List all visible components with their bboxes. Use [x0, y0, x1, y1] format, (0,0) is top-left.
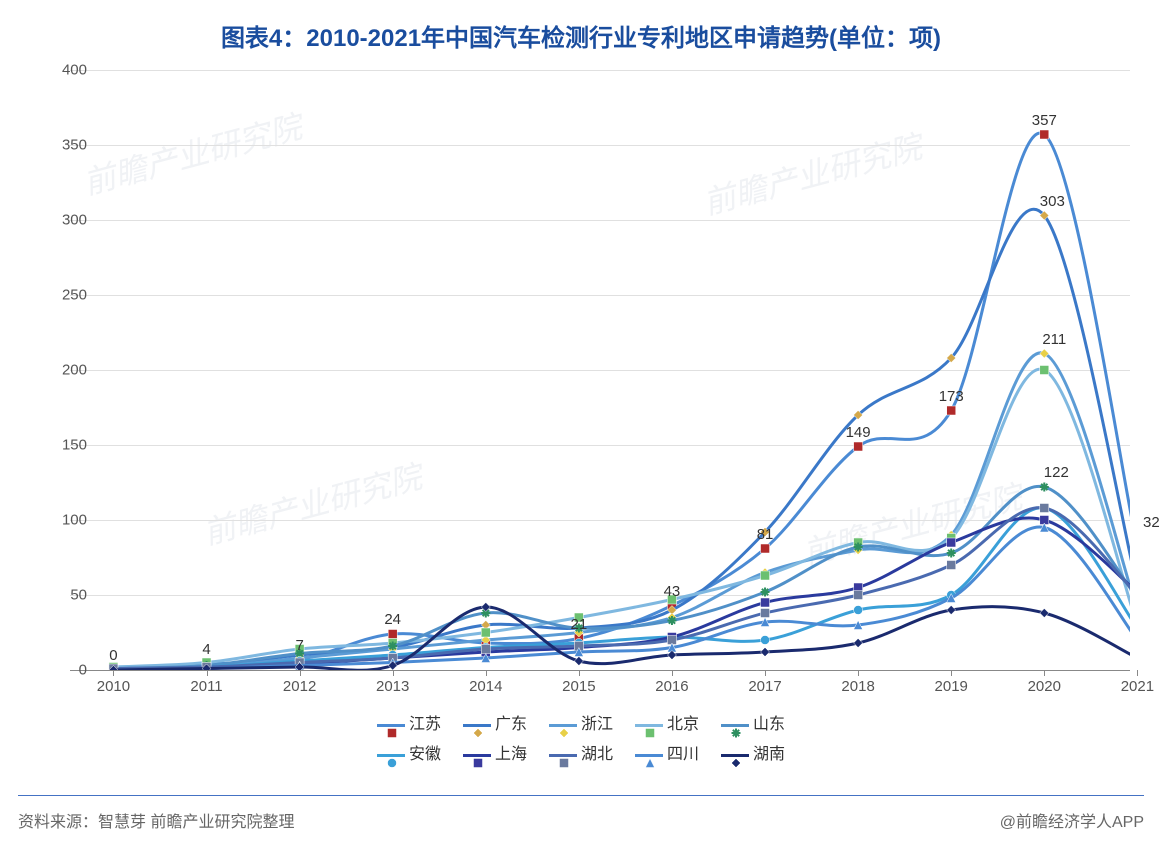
y-tick-label: 300: [62, 212, 87, 229]
legend-item-浙江: 浙江: [549, 710, 613, 740]
y-tick-label: 350: [62, 137, 87, 154]
y-tick-label: 200: [62, 362, 87, 379]
chart-footer: 资料来源：智慧芽 前瞻产业研究院整理 @前瞻经济学人APP: [18, 795, 1144, 832]
footer-attribution: @前瞻经济学人APP: [1000, 808, 1144, 832]
data-point-label: 149: [846, 424, 871, 441]
series-marker-江苏: [854, 442, 863, 451]
series-marker-湖北: [854, 591, 863, 600]
x-tick-label: 2016: [655, 678, 688, 695]
x-tick-label: 2012: [283, 678, 316, 695]
data-point-label: 0: [109, 647, 117, 664]
data-point-label: 122: [1044, 464, 1069, 481]
legend-item-江苏: 江苏: [377, 710, 441, 740]
series-marker-山东: [388, 642, 397, 651]
legend-label: 北京: [667, 710, 699, 740]
legend-label: 湖南: [753, 740, 785, 770]
legend-item-四川: 四川: [635, 740, 699, 770]
series-marker-山东: [761, 588, 770, 597]
series-marker-北京: [1040, 366, 1049, 375]
data-point-label: 4: [202, 641, 210, 658]
y-tick-label: 150: [62, 437, 87, 454]
series-marker-北京: [481, 628, 490, 637]
series-marker-湖南: [761, 648, 770, 657]
legend-item-湖北: 湖北: [549, 740, 613, 770]
series-line-上海: [113, 518, 1130, 670]
series-line-北京: [113, 369, 1130, 667]
series-marker-江苏: [761, 544, 770, 553]
series-marker-湖北: [761, 609, 770, 618]
data-point-label: 211: [1042, 331, 1066, 348]
series-marker-江苏: [947, 406, 956, 415]
series-marker-山东: [1040, 483, 1049, 492]
series-marker-北京: [761, 571, 770, 580]
legend-label: 上海: [495, 740, 527, 770]
legend-label: 浙江: [581, 710, 613, 740]
legend-item-安徽: 安徽: [377, 740, 441, 770]
chart-legend: 江苏 广东 浙江 北京 山东安徽 上海 湖北 四川 湖南: [0, 710, 1162, 770]
series-marker-江苏: [388, 630, 397, 639]
series-line-广东: [113, 209, 1130, 667]
data-point-label: 357: [1032, 112, 1057, 129]
chart-container: 图表4：2010-2021年中国汽车检测行业专利地区申请趋势(单位：项) 前瞻产…: [0, 0, 1162, 842]
footer-source: 资料来源：智慧芽 前瞻产业研究院整理: [18, 808, 294, 832]
y-tick-label: 0: [79, 662, 87, 679]
series-marker-安徽: [854, 606, 863, 615]
series-marker-安徽: [761, 636, 770, 645]
y-tick-label: 100: [62, 512, 87, 529]
series-marker-山东: [947, 549, 956, 558]
chart-plot-area: [70, 70, 1130, 670]
y-tick-label: 400: [62, 62, 87, 79]
legend-label: 山东: [753, 710, 785, 740]
x-tick-label: 2013: [376, 678, 409, 695]
series-marker-江苏: [1040, 130, 1049, 139]
x-tick-label: 2017: [748, 678, 781, 695]
x-tick-label: 2018: [841, 678, 874, 695]
data-point-label: 24: [384, 611, 401, 628]
series-marker-湖南: [947, 606, 956, 615]
series-line-江苏: [113, 133, 1130, 670]
x-tick-label: 2021: [1121, 678, 1154, 695]
series-marker-湖南: [854, 639, 863, 648]
legend-item-广东: 广东: [463, 710, 527, 740]
legend-item-上海: 上海: [463, 740, 527, 770]
legend-label: 广东: [495, 710, 527, 740]
data-point-label: 21: [571, 616, 588, 633]
data-point-label: 173: [939, 388, 964, 405]
series-marker-湖南: [574, 657, 583, 666]
series-marker-湖北: [481, 645, 490, 654]
x-tick-label: 2011: [190, 678, 222, 695]
legend-label: 安徽: [409, 740, 441, 770]
legend-item-北京: 北京: [635, 710, 699, 740]
y-tick-label: 250: [62, 287, 87, 304]
x-tick-label: 2020: [1028, 678, 1061, 695]
chart-title: 图表4：2010-2021年中国汽车检测行业专利地区申请趋势(单位：项): [0, 0, 1162, 53]
series-marker-湖南: [1040, 609, 1049, 618]
x-tick-label: 2014: [469, 678, 502, 695]
legend-label: 江苏: [409, 710, 441, 740]
data-point-label: 7: [295, 637, 303, 654]
data-point-label: 32: [1143, 514, 1160, 531]
legend-item-湖南: 湖南: [721, 740, 785, 770]
x-tick-label: 2019: [935, 678, 968, 695]
data-point-label: 43: [664, 583, 681, 600]
y-tick-label: 50: [70, 587, 87, 604]
series-line-浙江: [113, 353, 1130, 669]
legend-label: 湖北: [581, 740, 613, 770]
x-tick-label: 2010: [97, 678, 130, 695]
legend-item-山东: 山东: [721, 710, 785, 740]
data-point-label: 303: [1040, 193, 1065, 210]
series-marker-湖北: [947, 561, 956, 570]
series-marker-湖北: [1040, 504, 1049, 513]
x-tick-label: 2015: [562, 678, 595, 695]
legend-label: 四川: [667, 740, 699, 770]
data-point-label: 81: [757, 526, 774, 543]
series-marker-上海: [947, 538, 956, 547]
series-marker-上海: [761, 598, 770, 607]
